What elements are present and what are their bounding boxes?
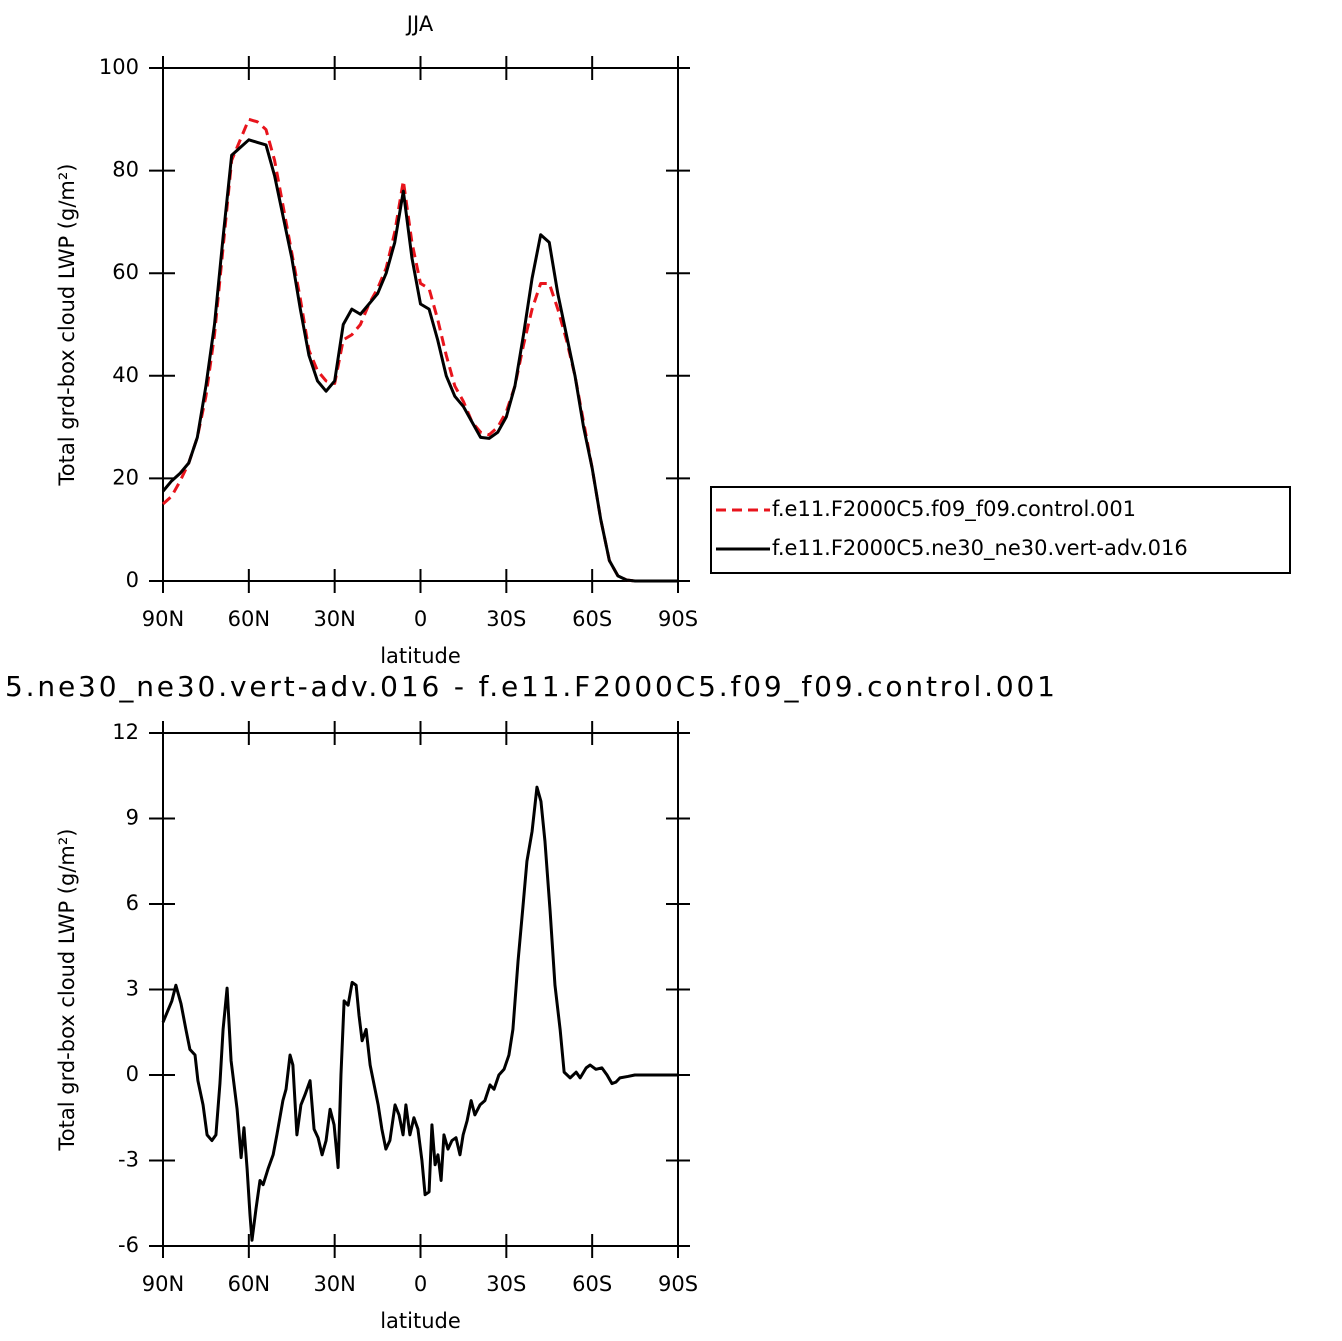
x-tick-label: 60N (228, 1272, 270, 1296)
x-tick-label: 30N (313, 1272, 355, 1296)
y-tick-label: 3 (126, 977, 139, 1001)
x-tick-label: 90N (142, 607, 184, 631)
legend-label: f.e11.F2000C5.ne30_ne30.vert-adv.016 (772, 536, 1188, 561)
plot-frame (162, 67, 679, 582)
legend-box (710, 486, 1291, 574)
x-tick-label: 60S (572, 607, 612, 631)
y-tick-label: 0 (126, 1062, 139, 1086)
x-tick-label: 90N (142, 1272, 184, 1296)
y-axis-label: Total grd-box cloud LWP (g/m²) (55, 829, 79, 1152)
y-axis-label: Total grd-box cloud LWP (g/m²) (55, 164, 79, 487)
y-tick-label: 0 (126, 568, 139, 592)
y-tick-label: 6 (126, 891, 139, 915)
y-tick-label: 80 (112, 158, 139, 182)
y-tick-label: 100 (99, 55, 139, 79)
x-axis-label: latitude (380, 644, 461, 668)
chart-title: JJA (405, 12, 434, 36)
y-tick-label: 20 (112, 465, 139, 489)
y-tick-label: 60 (112, 260, 139, 284)
y-tick-label: 12 (112, 720, 139, 744)
plot-frame (162, 732, 679, 1247)
series-line (161, 138, 678, 583)
y-tick-label: 40 (112, 363, 139, 387)
x-tick-label: 30S (486, 1272, 526, 1296)
y-tick-label: -6 (118, 1233, 139, 1257)
x-tick-label: 90S (658, 1272, 698, 1296)
chart-title: 5.ne30_ne30.vert-adv.016 - f.e11.F2000C5… (5, 670, 1055, 703)
y-tick-label: -3 (118, 1148, 139, 1172)
x-tick-label: 60N (228, 607, 270, 631)
y-tick-label: 9 (126, 806, 139, 830)
x-tick-label: 30N (313, 607, 355, 631)
x-tick-label: 30S (486, 607, 526, 631)
x-tick-label: 90S (658, 607, 698, 631)
x-tick-label: 60S (572, 1272, 612, 1296)
x-axis-label: latitude (380, 1309, 461, 1333)
x-tick-label: 0 (414, 607, 427, 631)
x-tick-label: 0 (414, 1272, 427, 1296)
legend-label: f.e11.F2000C5.f09_f09.control.001 (772, 497, 1136, 522)
series-line (161, 117, 678, 583)
series-line (161, 785, 678, 1242)
